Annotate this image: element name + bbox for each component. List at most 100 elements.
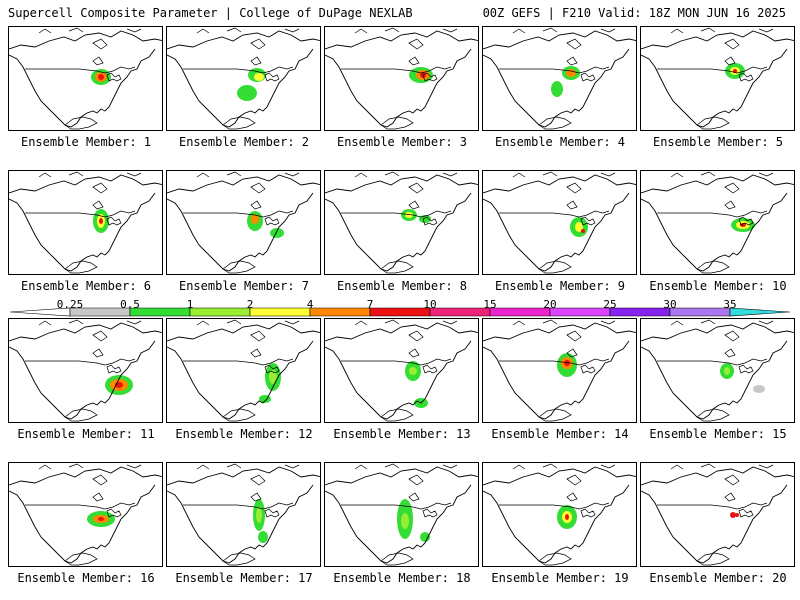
ensemble-panel-18 [324,462,479,567]
colorbar-segment [249,307,311,317]
gulf-coast [64,116,98,130]
colorbar-segment [549,307,611,317]
map-3 [325,27,478,130]
member-label: Ensemble Member: 18 [333,571,471,585]
coastline [167,322,320,420]
scp-shading [258,531,268,543]
scp-shading [401,513,409,529]
arctic-islands [670,27,774,50]
ensemble-panel-4 [482,26,637,131]
scp-shading [730,512,736,518]
ensemble-panel-9 [482,170,637,275]
gulf-coast [64,260,98,274]
colorbar-tick-label: 2 [246,298,254,311]
member-label: Ensemble Member: 20 [649,571,787,585]
arctic-islands [196,171,300,194]
us-canada-border [25,358,136,366]
coastline [167,174,320,272]
gulf-coast [64,408,98,422]
colorbar-tick-label: 15 [483,298,497,311]
us-canada-border [341,210,452,218]
ensemble-panel-2 [166,26,321,131]
map-2 [167,27,320,130]
arctic-islands [670,319,774,342]
great-lakes [724,56,754,82]
great-lakes [408,492,438,518]
great-lakes [92,56,122,82]
map-14 [483,319,636,422]
arctic-islands [670,463,774,486]
member-label: Ensemble Member: 12 [175,427,313,441]
coastline [641,466,794,564]
us-canada-border [499,66,610,74]
scp-shading [98,74,104,80]
coastline [641,322,794,420]
ensemble-panel-7 [166,170,321,275]
member-label: Ensemble Member: 14 [491,427,629,441]
coastline [9,466,162,564]
scp-shading [551,81,563,97]
us-canada-border [25,66,136,74]
member-label: Ensemble Member: 19 [491,571,629,585]
colorbar-tick-label: 20 [543,298,557,311]
gulf-coast [696,408,730,422]
gulf-coast [696,260,730,274]
us-canada-border [657,502,768,510]
great-lakes [724,200,754,226]
member-label: Ensemble Member: 17 [175,571,313,585]
ensemble-panel-10 [640,170,795,275]
us-canada-border [25,210,136,218]
us-canada-border [657,66,768,74]
coastline [483,174,636,272]
scp-shading [237,85,257,101]
ensemble-panel-1 [8,26,163,131]
arctic-islands [196,27,300,50]
scp-shading [270,228,284,238]
map-17 [167,463,320,566]
arctic-islands [38,171,142,194]
colorbar-segment [489,307,551,317]
coastline [325,466,478,564]
gulf-coast [538,116,572,130]
gulf-coast [380,408,414,422]
map-9 [483,171,636,274]
colorbar-tick-label: 0.25 [56,298,84,311]
arctic-islands [354,319,458,342]
ensemble-panel-17 [166,462,321,567]
map-20 [641,463,794,566]
coastline [641,30,794,128]
colorbar-tick-label: 35 [723,298,737,311]
map-1 [9,27,162,130]
map-7 [167,171,320,274]
arctic-islands [354,463,458,486]
scp-shading [724,367,730,375]
coastline [325,174,478,272]
colorbar-segment [369,307,431,317]
coastline [325,322,478,420]
great-lakes [92,200,122,226]
us-canada-border [341,502,452,510]
ensemble-panel-12 [166,318,321,423]
us-canada-border [657,210,768,218]
coastline [9,322,162,420]
colorbar-segment [729,307,790,317]
colorbar-segment [189,307,251,317]
ensemble-panel-16 [8,462,163,567]
arctic-islands [354,27,458,50]
coastline [483,466,636,564]
great-lakes [566,348,596,374]
arctic-islands [512,171,616,194]
ensemble-panel-3 [324,26,479,131]
scp-shading [256,507,262,523]
map-11 [9,319,162,422]
coastline [483,30,636,128]
member-label: Ensemble Member: 4 [494,135,626,149]
gulf-coast [222,552,256,566]
gulf-coast [380,552,414,566]
great-lakes [250,56,280,82]
ensemble-panel-14 [482,318,637,423]
ensemble-panel-19 [482,462,637,567]
ensemble-panel-13 [324,318,479,423]
gulf-coast [222,408,256,422]
colorbar-segment [309,307,371,317]
